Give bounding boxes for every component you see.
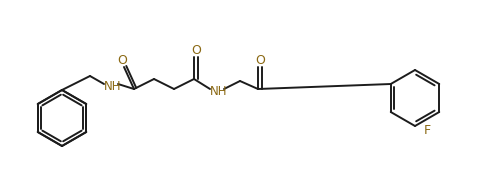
Text: F: F (423, 125, 431, 138)
Text: NH: NH (104, 79, 122, 92)
Text: O: O (117, 53, 127, 66)
Text: O: O (191, 44, 201, 57)
Text: O: O (255, 53, 265, 66)
Text: NH: NH (210, 84, 228, 97)
